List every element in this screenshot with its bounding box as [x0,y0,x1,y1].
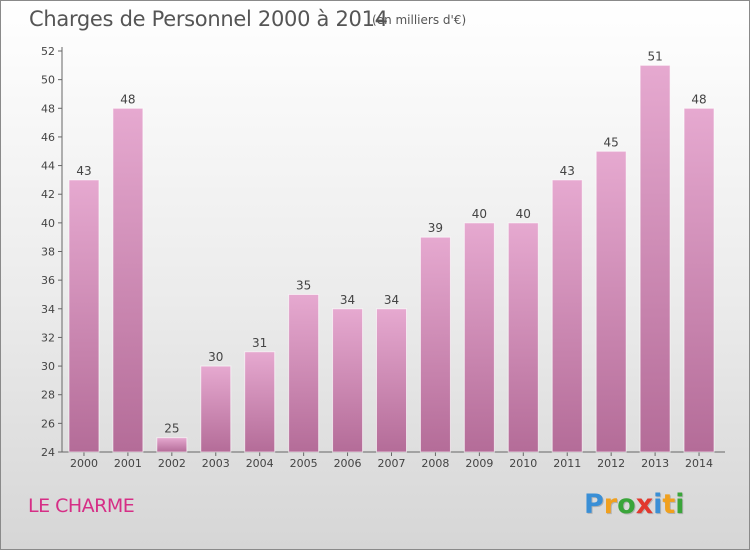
logo-letter: x [635,489,654,520]
commune-name: LE CHARME [28,495,135,517]
data-label-2000: 43 [76,164,91,178]
x-tick-label: 2004 [246,457,274,470]
logo-letter: o [617,489,636,520]
x-tick-label: 2013 [641,457,669,470]
x-tick-label: 2001 [114,457,142,470]
logo-letter: r [603,489,618,520]
x-tick-label: 2003 [202,457,230,470]
x-tick-label: 2009 [465,457,493,470]
bar-2000 [68,179,100,453]
y-tick-label: 48 [41,102,55,115]
y-tick-label: 32 [41,331,55,344]
data-label-2004: 31 [252,336,267,350]
data-label-2007: 34 [384,293,399,307]
bar-2011 [551,179,583,453]
data-label-2011: 43 [560,164,575,178]
y-tick-label: 42 [41,188,55,201]
y-tick-label: 50 [41,74,55,87]
data-label-2014: 48 [691,92,706,106]
y-tick-label: 26 [41,417,55,430]
data-label-2002: 25 [164,422,179,436]
bar-2007 [376,308,407,453]
data-label-2001: 48 [120,92,135,106]
x-tick-label: 2010 [509,457,537,470]
bar-2003 [200,365,232,453]
bar-2001 [112,107,144,453]
bar-2010 [507,222,539,453]
x-tick-label: 2012 [597,457,625,470]
y-tick-label: 36 [41,274,55,287]
bar-2002 [156,437,188,453]
bar-2012 [595,150,627,453]
y-tick-label: 38 [41,246,55,259]
x-tick-label: 2014 [685,457,713,470]
y-tick-label: 24 [41,446,55,459]
logo-letter: P [584,489,604,520]
x-tick-label: 2006 [334,457,362,470]
x-tick-label: 2002 [158,457,186,470]
axes: 24 26 28 30 32 34 36 38 40 42 44 46 48 50 52 2000 2001 20… [41,45,725,470]
x-tick-label: 2007 [378,457,406,470]
bar-2013 [639,64,671,453]
bar-2009 [463,222,495,453]
x-tick-label: 2000 [70,457,98,470]
y-tick-label: 46 [41,131,55,144]
data-label-2003: 30 [208,350,223,364]
y-tick-label: 34 [41,303,55,316]
data-labels-group: 43 48 25 30 31 35 34 34 39 40 40 43 45 51 48 [76,49,706,435]
data-label-2009: 40 [472,207,487,221]
y-tick-label: 52 [41,45,55,58]
data-label-2010: 40 [516,207,531,221]
logo-letter: i [653,489,663,520]
proxiti-logo[interactable]: Proxiti [584,489,685,520]
bar-2004 [244,351,276,453]
data-label-2008: 39 [428,221,443,235]
y-tick-label: 44 [41,160,55,173]
y-tick-label: 40 [41,217,55,230]
bar-2005 [288,293,320,453]
x-tick-label: 2005 [290,457,318,470]
bar-2008 [419,236,451,453]
chart-title: Charges de Personnel 2000 à 2014 [29,7,388,31]
unit-note: (en milliers d'€) [372,13,467,27]
logo-letter: t [662,489,676,520]
y-tick-label: 30 [41,360,55,373]
bars-group [68,64,715,453]
bar-2006 [332,308,364,453]
data-label-2005: 35 [296,278,311,292]
x-tick-label: 2008 [421,457,449,470]
y-tick-label: 28 [41,389,55,402]
data-label-2006: 34 [340,293,355,307]
data-label-2012: 45 [604,135,619,149]
bar-2014 [683,107,715,453]
data-label-2013: 51 [647,49,662,63]
logo-letter: i [675,489,685,520]
x-tick-label: 2011 [553,457,581,470]
